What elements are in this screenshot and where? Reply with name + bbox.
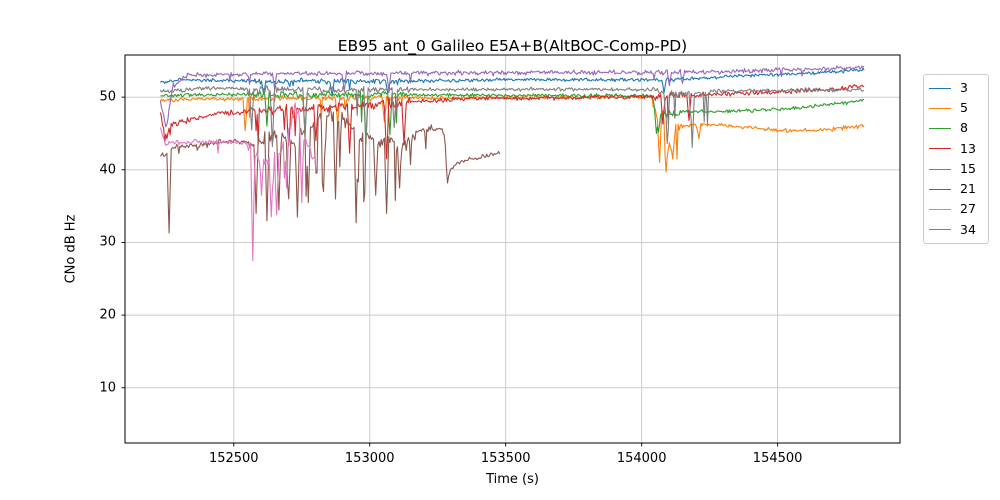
legend: 3 5 8 13 15 21 27 34 <box>923 74 989 244</box>
legend-label: 27 <box>960 201 976 217</box>
chart-title: EB95 ant_0 Galileo E5A+B(AltBOC-Comp-PD) <box>337 37 688 55</box>
series-line-3 <box>159 67 865 97</box>
y-axis-label: CNo dB Hz <box>63 214 79 284</box>
legend-label: 34 <box>960 221 976 237</box>
legend-item-5: 5 <box>929 98 983 118</box>
legend-item-8: 8 <box>929 119 983 139</box>
legend-swatch-34 <box>929 229 951 231</box>
legend-label: 21 <box>960 181 976 197</box>
series-line-5 <box>159 94 865 173</box>
y-tick-label: 10 <box>99 380 116 396</box>
x-tick-label: 153000 <box>344 451 395 466</box>
legend-swatch-13 <box>929 148 951 150</box>
series-line-34 <box>159 85 865 148</box>
legend-swatch-5 <box>929 107 951 109</box>
legend-label: 3 <box>960 79 968 95</box>
legend-swatch-3 <box>929 87 951 89</box>
axes-frame <box>124 54 901 444</box>
legend-swatch-27 <box>929 209 951 211</box>
legend-swatch-21 <box>929 188 951 190</box>
legend-item-34: 34 <box>929 220 983 240</box>
series-line-15 <box>159 65 865 128</box>
x-tick-label: 154000 <box>616 451 667 466</box>
series-line-21 <box>159 104 501 234</box>
legend-item-15: 15 <box>929 159 983 179</box>
series-group <box>159 65 865 262</box>
grid-lines <box>125 55 900 443</box>
legend-item-21: 21 <box>929 179 983 199</box>
series-line-27 <box>159 102 317 262</box>
legend-label: 15 <box>960 160 976 176</box>
y-tick-label: 20 <box>99 307 116 323</box>
legend-item-3: 3 <box>929 78 983 98</box>
x-axis-label: Time (s) <box>486 472 539 487</box>
legend-swatch-8 <box>929 128 951 130</box>
series-line-8 <box>160 90 865 145</box>
legend-swatch-15 <box>929 168 951 170</box>
legend-label: 5 <box>960 100 968 116</box>
y-tick-label: 30 <box>99 234 116 250</box>
legend-label: 8 <box>960 120 968 136</box>
tick-marks <box>121 96 779 447</box>
y-tick-label: 40 <box>99 162 116 178</box>
x-tick-label: 152500 <box>208 451 259 466</box>
legend-item-13: 13 <box>929 139 983 159</box>
series-line-13 <box>159 84 865 160</box>
legend-label: 13 <box>960 140 976 156</box>
legend-item-27: 27 <box>929 200 983 220</box>
x-tick-label: 153500 <box>480 451 531 466</box>
x-tick-label: 154500 <box>752 451 803 466</box>
y-tick-label: 50 <box>99 89 116 105</box>
